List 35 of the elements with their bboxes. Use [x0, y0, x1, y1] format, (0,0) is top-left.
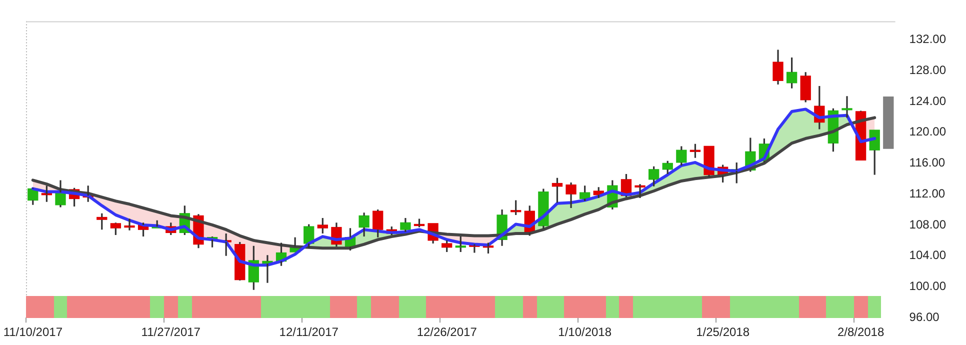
x-tick-label: 12/11/2017	[279, 325, 339, 340]
x-tick-label: 1/10/2018	[558, 325, 612, 340]
y-tick-label: 112.00	[909, 186, 946, 200]
x-tick-label: 1/25/2018	[696, 325, 750, 340]
y-tick-label: 96.00	[909, 310, 940, 324]
candlestick	[96, 212, 108, 230]
x-tick-label: 12/26/2017	[416, 325, 478, 340]
candlestick	[552, 177, 563, 204]
x-tick-label: 2/8/2018	[837, 325, 884, 340]
candlestick	[676, 145, 687, 166]
candlestick	[372, 208, 384, 238]
candlestick	[800, 71, 811, 104]
candlestick	[358, 212, 370, 238]
candlestick	[304, 223, 314, 249]
candlestick	[648, 166, 660, 188]
candlestick	[566, 182, 576, 209]
candlestick	[442, 240, 452, 253]
y-tick-label: 108.00	[909, 217, 946, 232]
candlestick	[55, 179, 66, 208]
y-tick-label: 100.00	[909, 279, 946, 294]
y-tick-label: 128.00	[909, 62, 946, 77]
candlestick	[786, 56, 798, 90]
x-tick-label: 11/10/2017	[3, 325, 63, 340]
y-tick-label: 124.00	[909, 94, 946, 108]
y-tick-label: 104.00	[909, 248, 946, 262]
candlestick	[842, 95, 852, 118]
y-tick-label: 120.00	[909, 124, 946, 139]
x-tick-label: 11/27/2017	[141, 325, 201, 340]
y-tick-label: 132.00	[909, 32, 946, 46]
candlestick	[580, 184, 590, 202]
candlestick	[400, 217, 411, 233]
candlestick	[772, 48, 784, 86]
candlestick	[317, 217, 328, 234]
candlestick	[869, 130, 880, 176]
y-tick-label: 116.00	[909, 156, 946, 170]
